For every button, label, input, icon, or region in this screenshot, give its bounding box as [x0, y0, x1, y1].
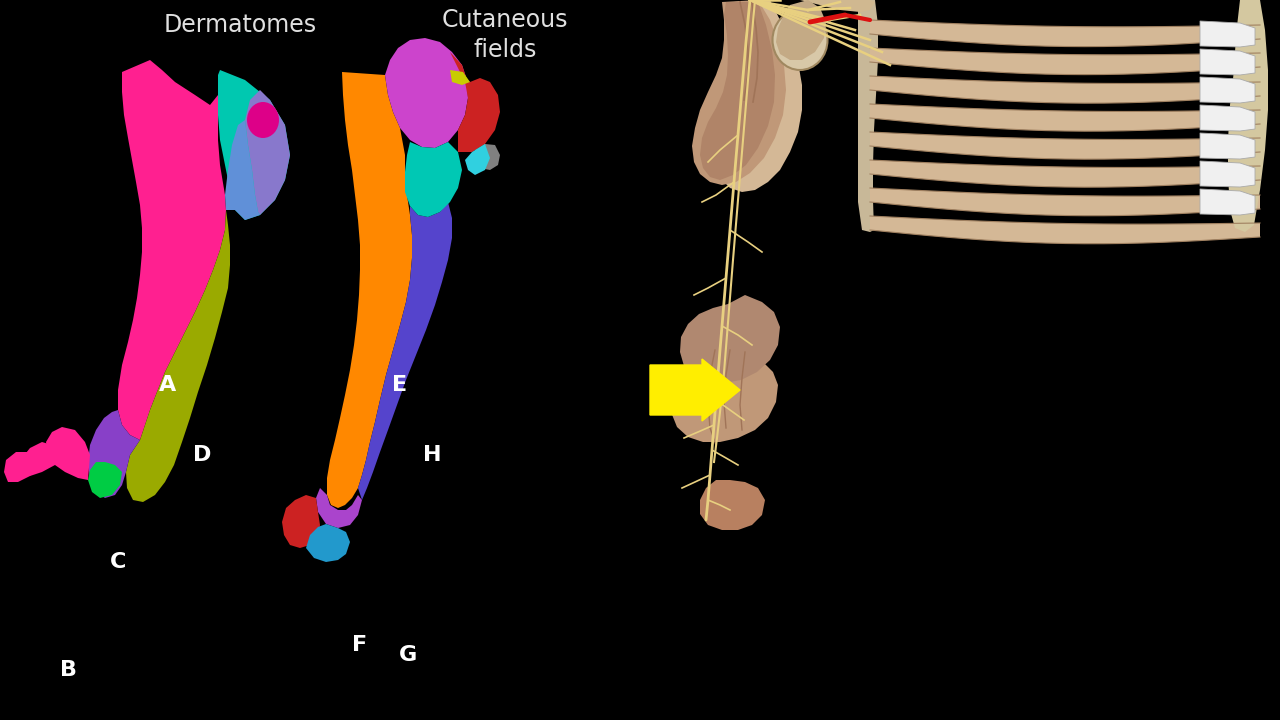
- Polygon shape: [671, 348, 778, 442]
- Polygon shape: [474, 144, 500, 170]
- Polygon shape: [1201, 21, 1254, 47]
- Polygon shape: [404, 142, 462, 217]
- Polygon shape: [700, 480, 765, 530]
- Polygon shape: [776, 0, 826, 60]
- Polygon shape: [692, 0, 786, 185]
- Polygon shape: [244, 90, 291, 215]
- Polygon shape: [858, 0, 878, 232]
- Polygon shape: [712, 0, 803, 192]
- Text: E: E: [393, 375, 407, 395]
- Polygon shape: [1201, 133, 1254, 159]
- Polygon shape: [1201, 49, 1254, 75]
- Polygon shape: [1228, 0, 1268, 232]
- Polygon shape: [700, 2, 774, 180]
- Polygon shape: [870, 188, 1260, 216]
- Text: G: G: [399, 645, 417, 665]
- Polygon shape: [22, 442, 58, 476]
- Polygon shape: [870, 104, 1260, 131]
- Polygon shape: [1201, 189, 1254, 215]
- Polygon shape: [451, 70, 470, 85]
- Text: F: F: [352, 635, 367, 655]
- Polygon shape: [218, 70, 291, 220]
- Polygon shape: [870, 132, 1260, 159]
- Polygon shape: [1201, 105, 1254, 131]
- Polygon shape: [465, 144, 490, 175]
- Text: Dermatomes: Dermatomes: [164, 13, 316, 37]
- FancyArrow shape: [650, 359, 740, 421]
- Polygon shape: [780, 0, 876, 12]
- Polygon shape: [225, 120, 260, 220]
- Polygon shape: [282, 495, 320, 548]
- Polygon shape: [88, 410, 140, 498]
- Ellipse shape: [247, 102, 279, 138]
- Polygon shape: [870, 76, 1260, 103]
- Text: H: H: [422, 445, 442, 465]
- Polygon shape: [358, 202, 452, 500]
- Polygon shape: [88, 462, 122, 498]
- Polygon shape: [1201, 77, 1254, 103]
- Text: B: B: [59, 660, 77, 680]
- Text: A: A: [160, 375, 177, 395]
- Polygon shape: [870, 20, 1260, 47]
- Polygon shape: [385, 38, 468, 148]
- Polygon shape: [870, 216, 1260, 244]
- Ellipse shape: [773, 10, 827, 70]
- Polygon shape: [680, 295, 780, 383]
- Polygon shape: [1201, 161, 1254, 187]
- Polygon shape: [46, 427, 90, 480]
- Polygon shape: [306, 524, 349, 562]
- Polygon shape: [125, 210, 230, 502]
- Polygon shape: [316, 488, 362, 528]
- Polygon shape: [870, 160, 1260, 187]
- Polygon shape: [870, 48, 1260, 75]
- Polygon shape: [4, 452, 36, 482]
- Polygon shape: [118, 60, 227, 440]
- Polygon shape: [451, 52, 500, 152]
- Text: D: D: [193, 445, 211, 465]
- Text: Cutaneous
fields: Cutaneous fields: [442, 8, 568, 62]
- Text: C: C: [110, 552, 127, 572]
- Polygon shape: [326, 72, 412, 508]
